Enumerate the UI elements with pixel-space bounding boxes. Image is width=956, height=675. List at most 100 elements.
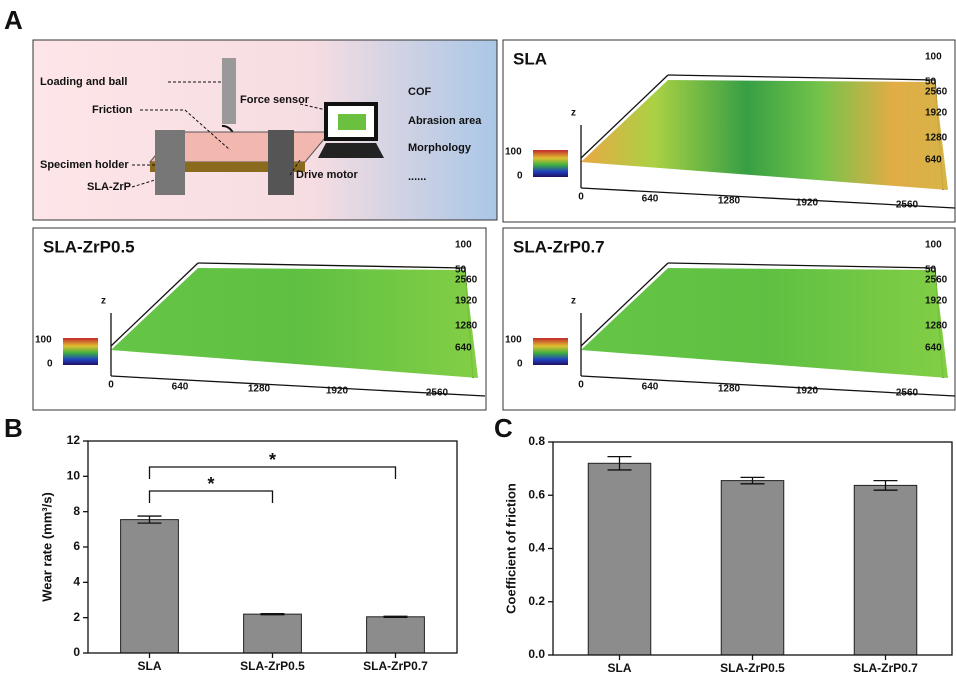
x-tick-label: 640: [642, 382, 659, 393]
z-label: z: [571, 108, 576, 119]
bar: [243, 613, 302, 654]
y-tick-label: 640: [925, 343, 942, 354]
colorbar-label: 0: [517, 359, 523, 370]
laptop-keyboard: [318, 143, 384, 158]
colorbar-label: 0: [47, 359, 53, 370]
y-axis-label: Coefficient of friction: [503, 483, 518, 614]
diagram-output: Abrasion area: [408, 115, 482, 127]
x-tick-label: SLA-ZrP0.7: [853, 661, 918, 675]
bar: [720, 480, 785, 656]
diagram-label: Force sensor: [240, 94, 310, 106]
surface-title: SLA-ZrP0.7: [513, 237, 605, 256]
x-tick-label: SLA: [608, 661, 632, 675]
surface: [111, 268, 478, 378]
surface-title: SLA-ZrP0.5: [43, 237, 135, 256]
y-tick-label: 2560: [925, 275, 948, 286]
error-bar: [740, 476, 765, 485]
holder-right: [268, 130, 294, 195]
x-tick-label: 2560: [896, 200, 919, 211]
x-tick-label: 0: [578, 380, 584, 391]
y-tick-label: 2560: [925, 87, 948, 98]
x-tick-label: 2560: [896, 388, 919, 399]
y-tick-label: 1280: [925, 133, 948, 144]
x-tick-label: 1280: [248, 384, 271, 395]
error-bar: [873, 479, 898, 491]
diagram-output: COF: [408, 86, 432, 98]
laptop-image: [338, 114, 366, 130]
specimen-edge: [150, 162, 305, 172]
diagram-label: Friction: [92, 104, 133, 116]
y-tick-label: 1920: [925, 108, 948, 119]
y-axis-label: Wear rate (mm³/s): [39, 492, 54, 602]
error-bar: [607, 455, 632, 471]
y-tick-label: 2: [73, 610, 80, 624]
bar: [366, 616, 425, 654]
x-axis: [580, 187, 956, 209]
surface-frame: [580, 74, 669, 159]
significance-bracket: [148, 490, 274, 503]
bar: [853, 484, 918, 656]
x-tick-label: 1920: [796, 198, 819, 209]
x-axis: [580, 375, 956, 397]
x-axis: [110, 375, 486, 397]
error-bar: [137, 515, 162, 524]
colorbar-label: 100: [35, 335, 52, 346]
bar: [120, 519, 179, 654]
surface: [581, 80, 948, 190]
y-tick-label: 12: [67, 433, 81, 447]
error-bar: [260, 612, 285, 616]
panel-label: B: [4, 413, 23, 443]
diagram-output: Morphology: [408, 142, 472, 154]
x-tick-label: 0: [578, 192, 584, 203]
y-tick-label: 1280: [455, 321, 478, 332]
y-tick-label: 1920: [925, 296, 948, 307]
holder-left: [155, 130, 185, 195]
leader-lines: [131, 81, 327, 188]
z-label: z: [571, 296, 576, 307]
z-tick-label: 50: [455, 265, 467, 276]
plot-frame: [552, 441, 953, 656]
z-tick-label: 50: [925, 77, 937, 88]
z-tick-label: 100: [925, 240, 942, 251]
z-tick-label: 100: [455, 240, 472, 251]
y-tick-label: 0.0: [528, 647, 545, 661]
bar: [587, 462, 652, 656]
significance-bracket: [148, 466, 397, 479]
y-tick-label: 0.8: [528, 434, 545, 448]
y-tick-label: 4: [73, 575, 80, 589]
diagram-output: ......: [408, 171, 426, 183]
surface-title: SLA: [513, 49, 547, 68]
x-tick-label: SLA-ZrP0.5: [240, 659, 305, 673]
error-bar: [383, 615, 408, 618]
y-tick-label: 0.2: [528, 594, 545, 608]
plot-frame: [87, 440, 458, 654]
panel-label: C: [494, 413, 513, 443]
x-tick-label: 1280: [718, 196, 741, 207]
y-tick-label: 8: [73, 504, 80, 518]
surface-frame: [110, 262, 199, 347]
surface: [581, 268, 948, 378]
y-tick-label: 1280: [925, 321, 948, 332]
diagram-label: Specimen holder: [40, 159, 129, 171]
x-tick-label: 1920: [326, 386, 349, 397]
y-tick-label: 6: [73, 539, 80, 553]
y-tick-label: 640: [925, 155, 942, 166]
colorbar: [533, 150, 568, 177]
colorbar-label: 100: [505, 335, 522, 346]
x-tick-label: SLA-ZrP0.7: [363, 659, 428, 673]
z-tick-label: 50: [925, 265, 937, 276]
y-tick-label: 0: [73, 645, 80, 659]
z-label: z: [101, 296, 106, 307]
x-tick-label: 640: [172, 382, 189, 393]
significance-label: *: [269, 450, 276, 470]
y-tick-label: 0.4: [528, 541, 545, 555]
x-tick-label: SLA: [138, 659, 162, 673]
diagram-box: [32, 39, 498, 221]
colorbar-label: 100: [505, 147, 522, 158]
z-tick-label: 100: [925, 52, 942, 63]
diagram-label: Drive motor: [296, 169, 358, 181]
y-tick-label: 1920: [455, 296, 478, 307]
colorbar: [63, 338, 98, 365]
colorbar: [533, 338, 568, 365]
